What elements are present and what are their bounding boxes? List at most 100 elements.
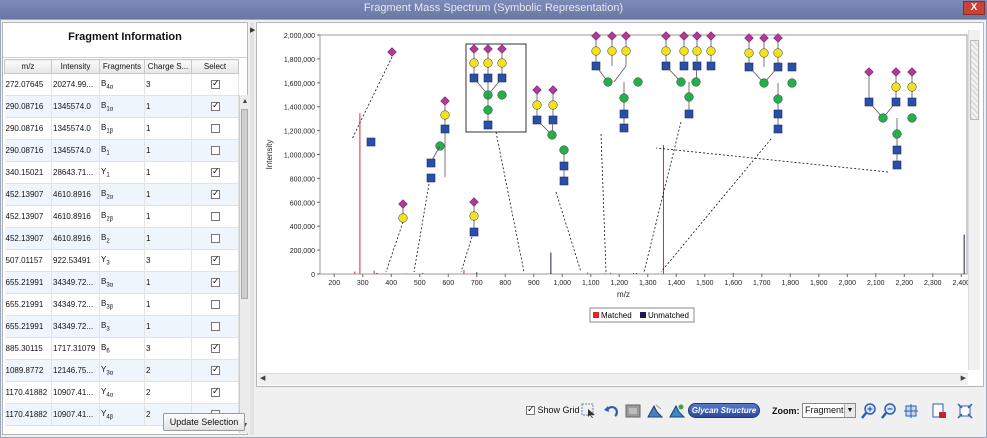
panel-splitter[interactable]: ▶ xyxy=(250,22,256,435)
chart-vertical-scrollbar[interactable] xyxy=(968,30,980,370)
mz-cell: 1170.41882 xyxy=(4,403,52,426)
table-row[interactable]: 1170.41882 10907.41... Y4α 2 xyxy=(4,381,239,404)
peak-icon[interactable] xyxy=(646,402,664,420)
annotation-leader xyxy=(413,183,430,273)
select-checkbox[interactable] xyxy=(211,212,220,222)
select-checkbox[interactable] xyxy=(211,300,220,310)
x-tick-label: 400 xyxy=(385,280,397,287)
select-checkbox[interactable] xyxy=(211,254,220,266)
fragment-cell: B2β xyxy=(99,205,145,228)
mz-cell: 452.13907 xyxy=(4,227,52,250)
fragment-cell: Y3 xyxy=(99,249,145,272)
update-selection-button[interactable]: Update Selection xyxy=(163,413,245,431)
fullscreen-icon[interactable] xyxy=(956,402,974,420)
mannose-circle xyxy=(907,113,917,123)
select-pointer-icon[interactable] xyxy=(580,402,598,420)
fragment-cell: B3β xyxy=(99,293,145,316)
scroll-thumb[interactable] xyxy=(970,40,979,120)
mannose-circle xyxy=(892,129,902,139)
fragment-table-scrollbar[interactable]: ▲ ▼ xyxy=(239,95,249,433)
select-checkbox[interactable] xyxy=(211,342,220,354)
undo-icon[interactable] xyxy=(602,402,620,420)
select-checkbox[interactable] xyxy=(211,234,220,244)
select-cell xyxy=(191,95,239,118)
intensity-cell: 28643.71... xyxy=(51,161,100,184)
chevron-down-icon[interactable]: ▼ xyxy=(844,404,855,417)
select-checkbox[interactable] xyxy=(211,386,220,398)
intensity-cell: 4610.8916 xyxy=(51,205,100,228)
table-row[interactable]: 272.07645 20274.99... B4α 3 xyxy=(4,73,239,96)
galactose-circle xyxy=(440,110,450,120)
table-row[interactable]: 655.21991 34349.72... B3 1 xyxy=(4,315,239,338)
x-tick-label: 1,200 xyxy=(611,280,629,287)
table-row[interactable]: 290.08716 1345574.0 B1β 1 xyxy=(4,117,239,140)
peak-annotate-icon[interactable] xyxy=(668,402,686,420)
glycan-structure-button[interactable]: Glycan Structure xyxy=(688,403,760,418)
fragment-cell: Y4β xyxy=(99,403,145,426)
zoom-in-icon[interactable] xyxy=(860,402,878,420)
fragment-subscript: 4β xyxy=(106,414,114,421)
x-tick-label: 500 xyxy=(414,280,426,287)
select-cell xyxy=(191,271,239,294)
galactose-circle xyxy=(891,82,901,92)
charge-cell: 2 xyxy=(144,381,192,404)
mannose-circle xyxy=(497,90,507,100)
table-row[interactable]: 885.30115 1717.31079 B6 3 xyxy=(4,337,239,360)
scroll-up-icon[interactable]: ▲ xyxy=(241,98,249,105)
mass-spectrum-chart[interactable]: 0 200,000 400,000 600,000 800,000 1,000,000 1,… xyxy=(256,22,984,374)
select-checkbox[interactable] xyxy=(211,78,220,90)
sialic-diamond xyxy=(469,197,479,207)
export-icon[interactable] xyxy=(930,402,948,420)
scroll-right-icon[interactable]: ▶ xyxy=(960,375,966,382)
table-row[interactable]: 655.21991 34349.72... B3β 1 xyxy=(4,293,239,316)
table-row[interactable]: 290.08716 1345574.0 B1α 1 xyxy=(4,95,239,118)
table-row[interactable]: 507.01157 922.53491 Y3 3 xyxy=(4,249,239,272)
select-checkbox[interactable] xyxy=(211,100,220,112)
column-header[interactable]: Fragments xyxy=(99,59,145,74)
fit-icon[interactable] xyxy=(902,402,920,420)
x-tick-label: 900 xyxy=(528,280,540,287)
select-checkbox[interactable] xyxy=(211,364,220,376)
select-checkbox[interactable] xyxy=(211,146,220,156)
table-row[interactable]: 340.15021 28643.71... Y1 1 xyxy=(4,161,239,184)
charge-cell: 1 xyxy=(144,161,192,184)
select-checkbox[interactable] xyxy=(211,188,220,200)
zoom-select[interactable]: Fragment ▼ xyxy=(802,403,856,418)
fragment-cell: B6 xyxy=(99,337,145,360)
glcnac-square xyxy=(619,123,629,133)
collapse-arrow-icon[interactable]: ▶ xyxy=(250,27,256,34)
fragment-subscript: 4α xyxy=(106,84,114,91)
select-checkbox[interactable] xyxy=(211,322,220,332)
column-header[interactable]: Intensity xyxy=(51,59,100,74)
galactose-circle xyxy=(469,211,479,221)
sialic-diamond xyxy=(744,33,754,43)
mannose-circle xyxy=(676,77,686,87)
chart-horizontal-scrollbar[interactable]: ◀ ▶ xyxy=(258,373,968,385)
column-header[interactable]: Charge S... xyxy=(144,59,192,74)
galactose-circle xyxy=(773,48,783,58)
scroll-down-icon[interactable]: ▼ xyxy=(241,422,249,429)
table-row[interactable]: 1089.8772 12146.75... Y3α 2 xyxy=(4,359,239,382)
show-grid-checkbox[interactable] xyxy=(526,404,535,416)
scroll-thumb[interactable] xyxy=(241,109,248,299)
column-header[interactable]: m/z xyxy=(4,59,52,74)
sialic-diamond xyxy=(532,85,542,95)
column-header[interactable]: Select xyxy=(191,59,239,74)
show-grid-toggle[interactable]: Show Grid xyxy=(526,404,580,423)
table-row[interactable]: 655.21991 34349.72... B3α 1 xyxy=(4,271,239,294)
table-row[interactable]: 452.13907 4610.8916 B2β 1 xyxy=(4,205,239,228)
table-row[interactable]: 290.08716 1345574.0 B1 1 xyxy=(4,139,239,162)
table-row[interactable]: 452.13907 4610.8916 B2 1 xyxy=(4,227,239,250)
select-checkbox[interactable] xyxy=(211,276,220,288)
select-checkbox[interactable] xyxy=(211,124,220,134)
scroll-left-icon[interactable]: ◀ xyxy=(260,375,266,382)
close-button[interactable]: X xyxy=(963,1,985,15)
image-icon[interactable] xyxy=(624,402,642,420)
table-row[interactable]: 452.13907 4610.8916 B2α 1 xyxy=(4,183,239,206)
intensity-cell: 1345574.0 xyxy=(51,95,100,118)
zoom-out-icon[interactable] xyxy=(880,402,898,420)
fragment-cell: B4α xyxy=(99,73,145,96)
glcnac-square xyxy=(559,161,569,171)
legend-label-unmatched: Unmatched xyxy=(648,311,689,320)
select-checkbox[interactable] xyxy=(211,166,220,178)
